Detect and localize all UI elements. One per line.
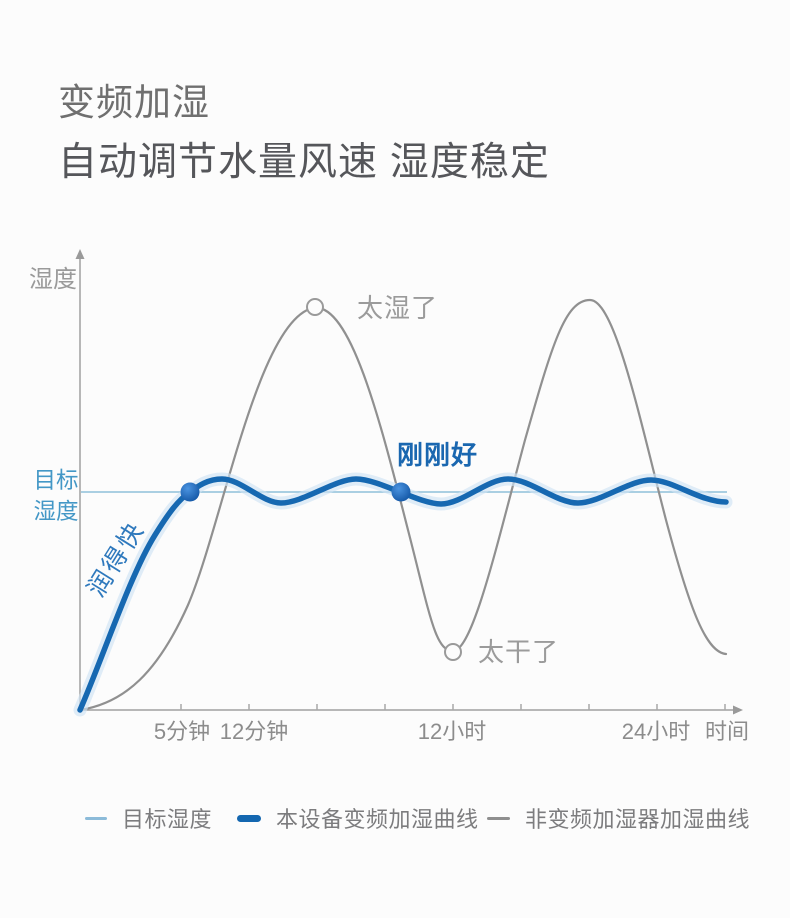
annotation-too-dry: 太干了 bbox=[478, 637, 559, 667]
device-curve bbox=[77, 476, 729, 713]
legend-label: 非变频加湿器加湿曲线 bbox=[525, 807, 751, 832]
x-tick-label-24h: 24小时 bbox=[622, 719, 690, 744]
legend: 目标湿度 本设备变频加湿曲线 非变频加湿器加湿曲线 bbox=[0, 803, 790, 833]
x-tick-label-5min: 5分钟 bbox=[154, 719, 210, 744]
legend-label: 目标湿度 bbox=[122, 807, 213, 832]
too-wet-marker-icon bbox=[306, 298, 324, 316]
y-axis-label: 湿度 bbox=[29, 266, 77, 293]
x-axis-label: 时间 bbox=[705, 719, 749, 744]
legend-item-noninverter-curve: 非变频加湿器加湿曲线 bbox=[487, 803, 750, 833]
noninverter-curve-swatch-icon bbox=[487, 816, 510, 820]
just-right-dot-icon bbox=[391, 482, 411, 502]
legend-item-device-curve: 本设备变频加湿曲线 bbox=[237, 803, 479, 833]
target-reached-dot-icon bbox=[180, 482, 200, 502]
legend-label: 本设备变频加湿曲线 bbox=[276, 807, 479, 832]
legend-item-target-humidity: 目标湿度 bbox=[85, 803, 212, 833]
target-line-swatch-icon bbox=[85, 816, 107, 820]
target-label-line2: 湿度 bbox=[33, 499, 78, 524]
annotation-just-right: 刚刚好 bbox=[397, 440, 478, 470]
x-axis-ticks bbox=[180, 704, 726, 710]
x-axis-arrow-icon bbox=[733, 705, 743, 715]
too-dry-marker-icon bbox=[444, 643, 462, 661]
y-axis-arrow-icon bbox=[75, 249, 85, 259]
page-subtitle: 自动调节水量风速 湿度稳定 bbox=[58, 141, 550, 184]
target-label-line1: 目标 bbox=[33, 468, 78, 493]
page-title: 变频加湿 bbox=[58, 82, 210, 123]
x-tick-label-12h: 12小时 bbox=[418, 719, 486, 744]
annotation-too-wet: 太湿了 bbox=[357, 293, 438, 323]
device-curve-swatch-icon bbox=[237, 814, 261, 822]
x-tick-label-12min: 12分钟 bbox=[220, 719, 288, 744]
